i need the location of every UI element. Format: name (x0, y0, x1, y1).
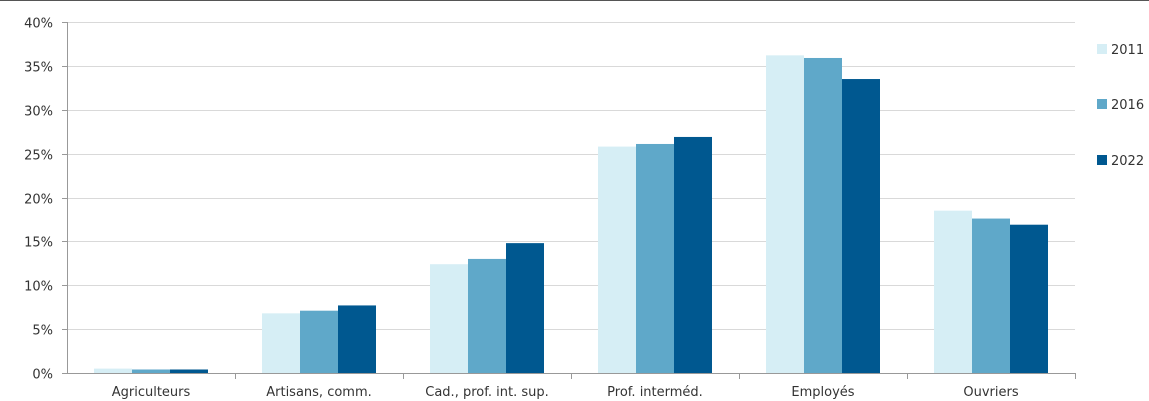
bar-2016 (132, 369, 170, 373)
bar-2011 (94, 368, 132, 373)
bar-2011 (934, 210, 972, 373)
bar-2011 (430, 264, 468, 373)
x-category-label: Artisans, comm. (266, 385, 372, 400)
bar-2022 (842, 79, 880, 373)
legend-label: 2022 (1111, 154, 1144, 169)
legend-swatch-2016 (1097, 99, 1107, 109)
bar-2011 (598, 146, 636, 373)
legend-label: 2011 (1111, 43, 1144, 58)
bar-2022 (170, 369, 208, 373)
bar-2022 (338, 305, 376, 373)
y-axis: 0% 5% 10% 15% 20% 25% 30% 35% 40% (24, 17, 68, 383)
y-tick-label: 40% (24, 17, 53, 32)
y-tick-label: 15% (24, 236, 53, 251)
bar-2022 (674, 136, 712, 373)
x-axis: Agriculteurs Artisans, comm. Cad., prof. i… (67, 373, 1076, 400)
x-category-label: Employés (791, 385, 854, 400)
y-tick-label: 10% (24, 280, 53, 295)
y-tick-label: 30% (24, 105, 53, 120)
bar-2016 (468, 258, 506, 373)
bar-2011 (766, 55, 804, 373)
legend-swatch-2022 (1097, 155, 1107, 165)
bars (94, 55, 1048, 373)
bar-2016 (636, 143, 674, 373)
y-tick-label: 25% (24, 149, 53, 164)
bar-2016 (804, 57, 842, 373)
gridlines (67, 22, 1075, 330)
legend: 2011 2016 2022 (1097, 43, 1144, 169)
bar-2016 (972, 218, 1010, 373)
bar-2022 (506, 243, 544, 373)
bar-2011 (262, 313, 300, 373)
legend-swatch-2011 (1097, 44, 1107, 54)
legend-label: 2016 (1111, 98, 1144, 113)
y-tick-label: 20% (24, 193, 53, 208)
bar-2022 (1010, 224, 1048, 373)
y-tick-label: 0% (32, 368, 53, 383)
y-tick-label: 5% (32, 324, 53, 339)
x-category-label: Ouvriers (963, 385, 1018, 400)
bar-2016 (300, 310, 338, 373)
x-category-label: Cad., prof. int. sup. (425, 385, 548, 400)
x-category-label: Agriculteurs (112, 385, 191, 400)
x-category-label: Prof. interméd. (607, 385, 703, 400)
y-tick-label: 35% (24, 61, 53, 76)
